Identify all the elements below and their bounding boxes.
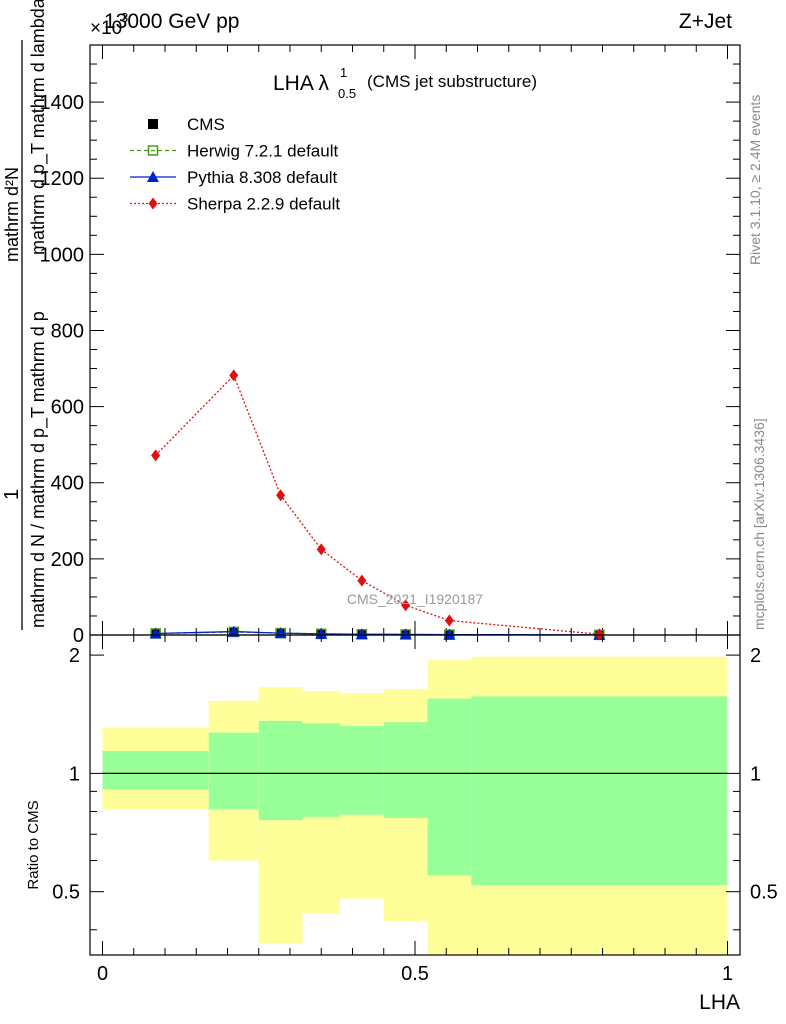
- ratio-band-green: [427, 698, 472, 876]
- data-point: [401, 599, 411, 612]
- x-tick-label: 0: [97, 963, 108, 985]
- x-tick-label: 0.5: [401, 963, 429, 985]
- legend-marker: [148, 197, 158, 210]
- ratio-x-axis: 0 0.5 1: [97, 635, 733, 985]
- plot-title: LHA λ 1 0.5 (CMS jet substructure): [273, 65, 537, 101]
- ratio-band-green: [258, 720, 303, 821]
- y-tick-label: 400: [51, 473, 84, 495]
- legend-label: Sherpa 2.2.9 default: [187, 195, 340, 214]
- series-0: [150, 626, 605, 640]
- y-tick-label: 1000: [40, 244, 85, 266]
- title-suffix: (CMS jet substructure): [367, 72, 537, 91]
- legend-label: CMS: [187, 115, 225, 134]
- y-tick-label: 600: [51, 397, 84, 419]
- legend-marker: [147, 145, 159, 156]
- series-2: [149, 625, 606, 640]
- data-point: [357, 574, 367, 587]
- mcplots-label: mcplots.cern.ch [arXiv:1306.3436]: [751, 418, 767, 630]
- data-point: [149, 627, 162, 639]
- ratio-y-tick-label: 2: [69, 645, 80, 667]
- data-point: [151, 449, 161, 462]
- ratio-bands: [102, 656, 728, 955]
- ratio-band-green: [471, 696, 728, 885]
- series-line: [155, 374, 600, 635]
- ratio-band-green: [302, 723, 340, 817]
- rivet-label: Rivet 3.1.10, ≥ 2.4M events: [747, 95, 763, 265]
- data-point: [399, 628, 412, 640]
- legend-marker: [147, 171, 159, 182]
- title-superscript: 1: [340, 65, 347, 80]
- data-point: [444, 614, 454, 627]
- x-axis-label: LHA: [699, 991, 740, 1014]
- main-panel: 0 200 400 600 800 1000 1200 1400: [40, 44, 741, 647]
- ratio-y-label: Ratio to CMS: [25, 800, 42, 889]
- data-point: [276, 489, 286, 502]
- data-point: [316, 543, 326, 556]
- legend: CMS Herwig 7.2.1 default Pythia 8.308 defa…: [130, 115, 340, 214]
- series-1: [150, 626, 605, 641]
- energy-label: 13000 GeV pp: [104, 10, 239, 33]
- x-tick-label: 1: [722, 963, 733, 985]
- analysis-watermark: CMS_2021_I1920187: [347, 591, 483, 607]
- ratio-band-green: [340, 726, 384, 815]
- legend-entry: CMS: [148, 115, 225, 134]
- y-tick-label: 800: [51, 320, 84, 342]
- main-series-layer: [149, 369, 606, 641]
- ratio-y-tick-label-right: 2: [750, 645, 761, 667]
- y-tick-label: 1400: [40, 92, 85, 114]
- y-label-top2: mathrm d p_T mathrm d lambda: [28, 0, 49, 255]
- data-point: [229, 369, 239, 382]
- data-point: [355, 628, 368, 640]
- series-line: [155, 630, 600, 636]
- legend-label: Pythia 8.308 default: [187, 168, 338, 187]
- legend-entry: Pythia 8.308 default: [130, 168, 338, 187]
- title-subscript: 0.5: [338, 86, 356, 101]
- ratio-y-tick-label: 0.5: [52, 882, 80, 904]
- legend-label: Herwig 7.2.1 default: [187, 142, 338, 161]
- ratio-panel: 0.5 0.51 12 2 0 0.5 1: [52, 634, 778, 985]
- y-tick-label: 1200: [40, 168, 85, 190]
- data-point: [594, 628, 604, 641]
- series-3: [151, 369, 604, 641]
- ratio-y-tick-label-right: 1: [750, 763, 761, 785]
- data-point: [315, 627, 328, 639]
- data-point: [227, 625, 240, 637]
- main-y-axis: 0 200 400 600 800 1000 1200 1400: [40, 44, 740, 647]
- y-tick-label: 200: [51, 549, 84, 571]
- ratio-y-tick-label-right: 0.5: [750, 882, 778, 904]
- main-y-axis-label: 1 mathrm d N / mathrm d p_T mathrm d p m…: [1, 0, 49, 630]
- y-exponent-label: ×10: [90, 18, 122, 39]
- ratio-band-green: [383, 722, 428, 818]
- y-label-top: mathrm d²N: [2, 167, 22, 262]
- ratio-y-tick-label: 1: [69, 763, 80, 785]
- y-label-numerator: 1: [1, 489, 23, 500]
- process-label: Z+Jet: [679, 10, 732, 33]
- legend-entry: Herwig 7.2.1 default: [130, 142, 338, 161]
- ratio-band-green: [102, 751, 209, 790]
- legend-entry: Sherpa 2.2.9 default: [130, 195, 340, 214]
- y-exponent-power: 3: [121, 10, 128, 25]
- title-main: LHA λ: [273, 72, 330, 95]
- y-label-denominator: mathrm d N / mathrm d p_T mathrm d p: [28, 311, 49, 628]
- y-tick-label: 0: [73, 625, 84, 647]
- legend-marker: [148, 119, 158, 129]
- ratio-y-axis: 0.5 0.5 1 1 2 2: [52, 645, 778, 931]
- ratio-band-green: [208, 732, 259, 810]
